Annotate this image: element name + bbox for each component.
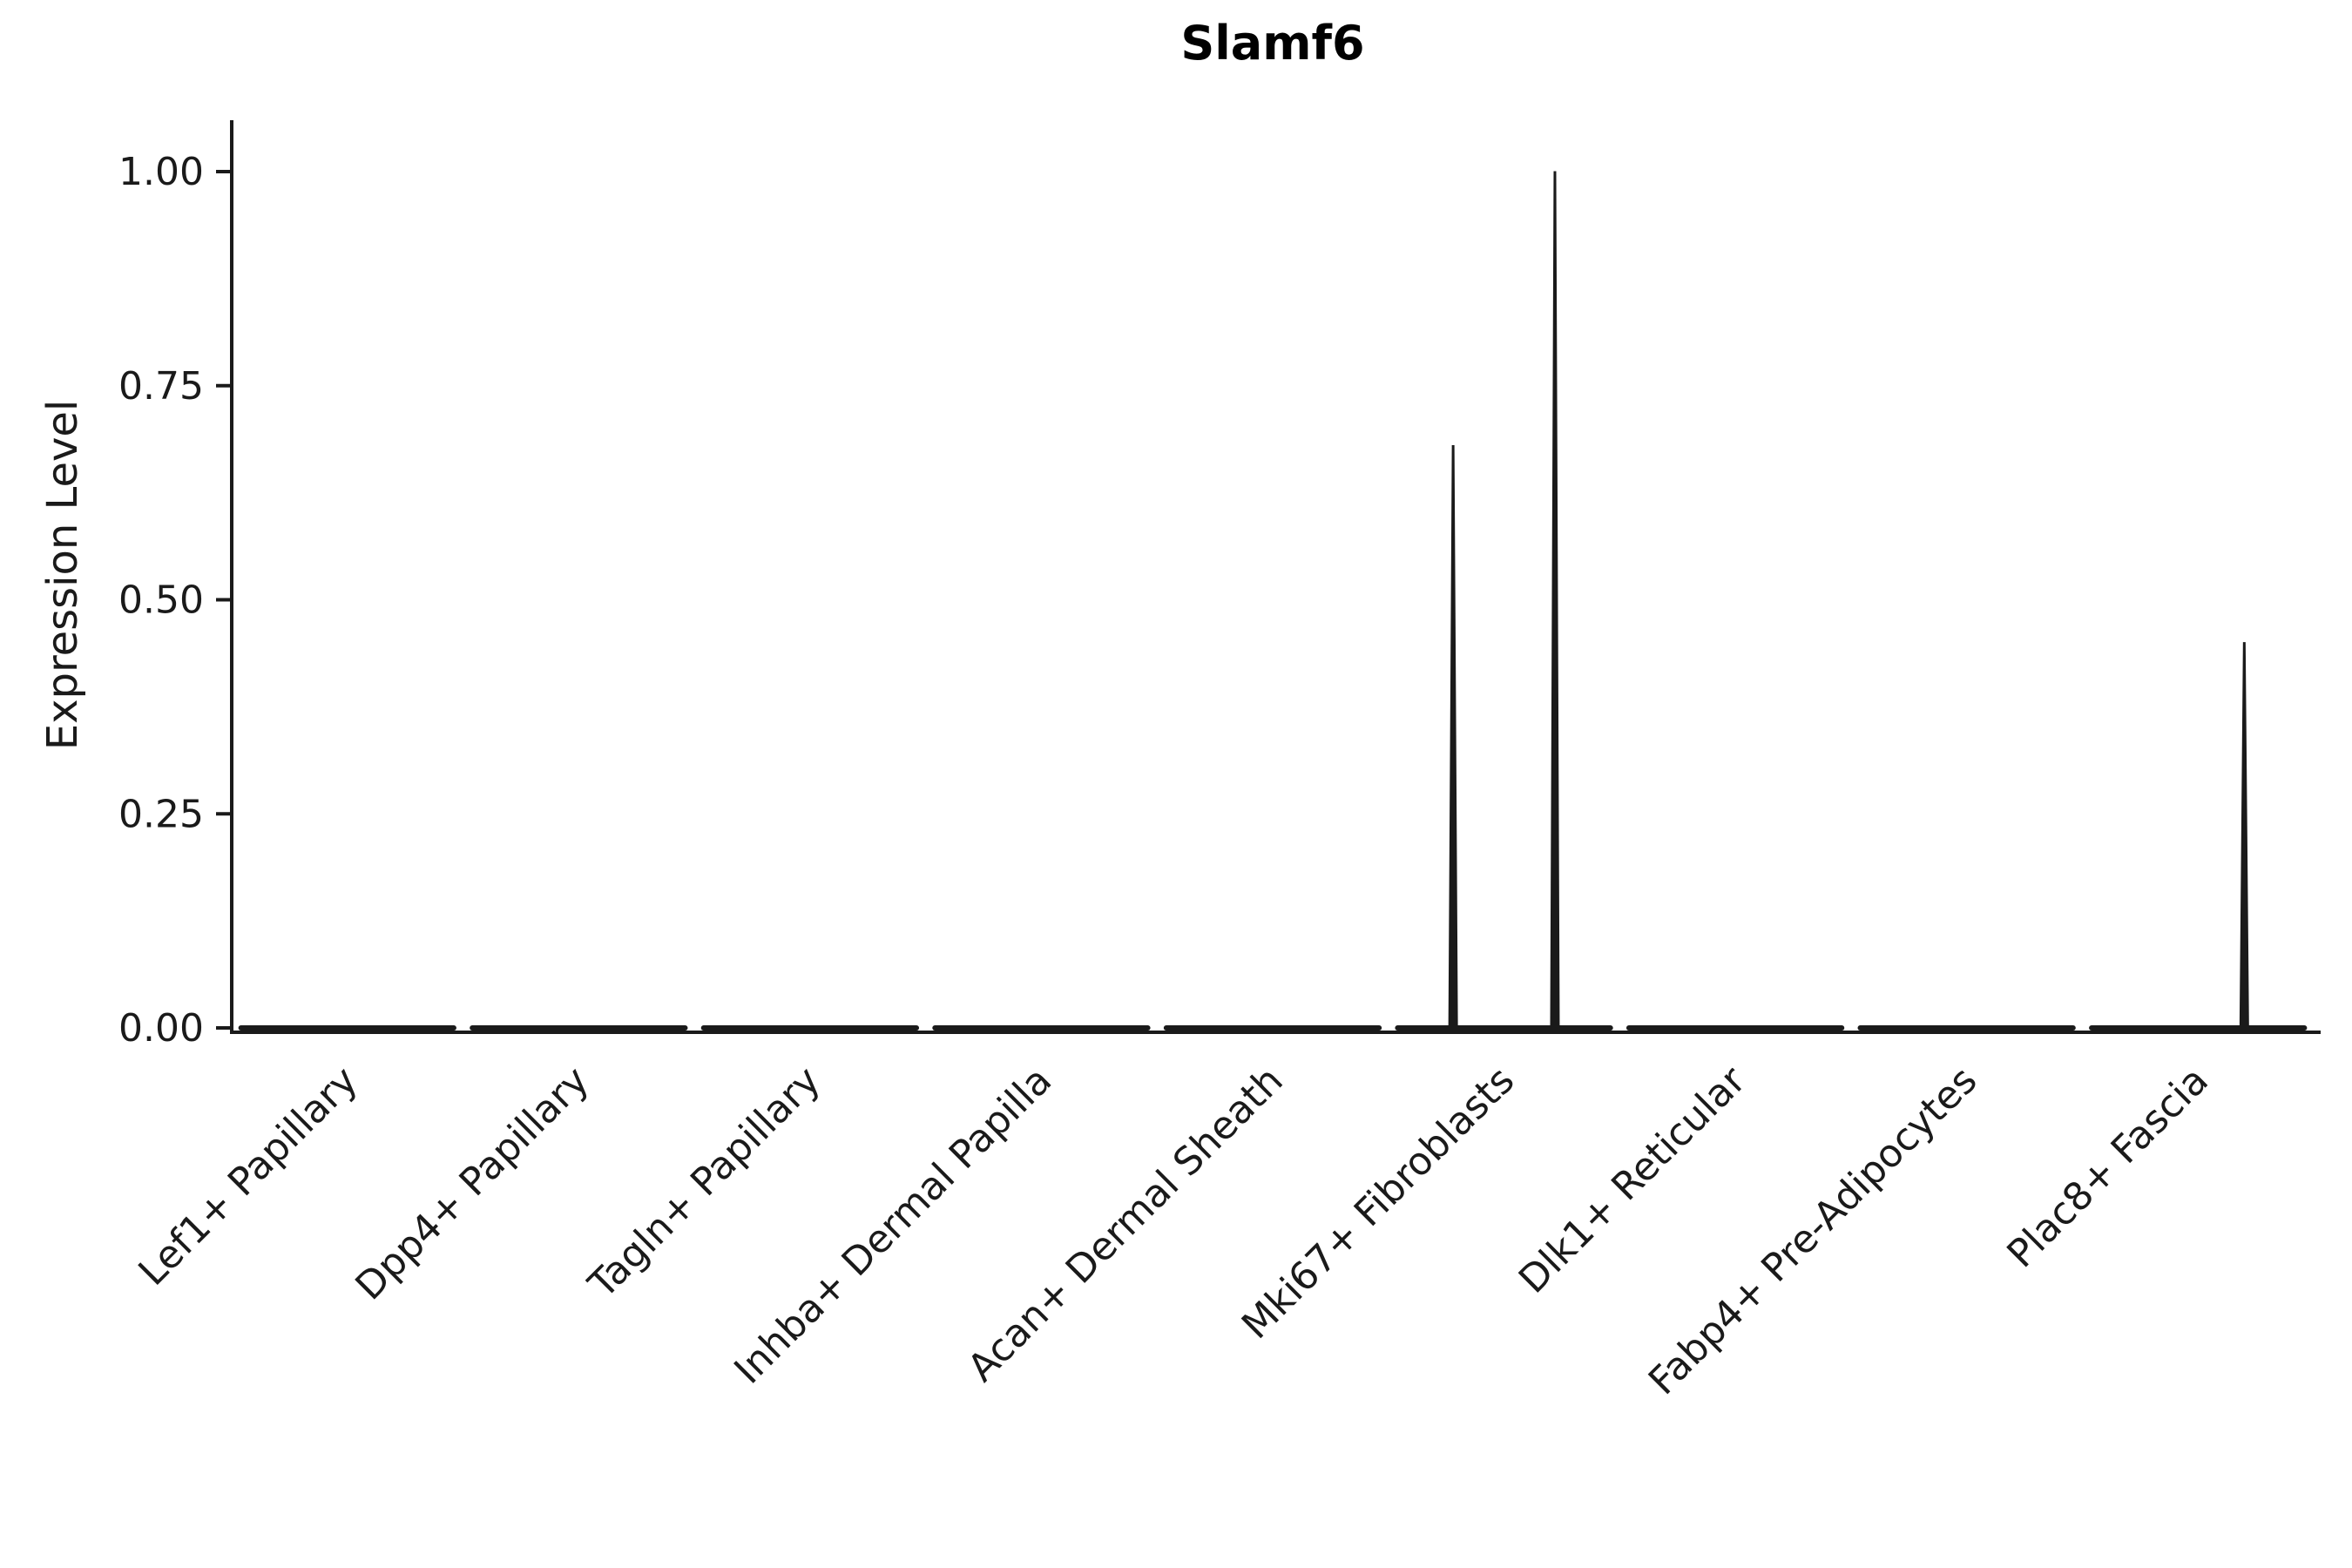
y-tick-label: 0.25 [118,792,204,836]
y-tick-label: 0.75 [118,364,204,409]
y-axis-label: Expression Level [38,399,87,751]
violin-spike [2239,642,2249,1029]
violin-spike [1550,171,1560,1029]
y-tick-label: 1.00 [118,150,204,194]
x-category-label: Dlk1+ Reticular [1511,1058,1755,1302]
violin-spike [1448,445,1458,1029]
chart-title: Slamf6 [1180,16,1365,71]
y-tick-label: 0.00 [118,1006,204,1051]
x-category-label: Tagln+ Papillary [580,1058,829,1308]
y-tick-label: 0.50 [118,578,204,623]
x-category-label: Lef1+ Papillary [130,1058,366,1294]
x-category-label: Plac8+ Fascia [1998,1058,2217,1277]
x-category-label: Dpp4+ Papillary [347,1058,598,1309]
